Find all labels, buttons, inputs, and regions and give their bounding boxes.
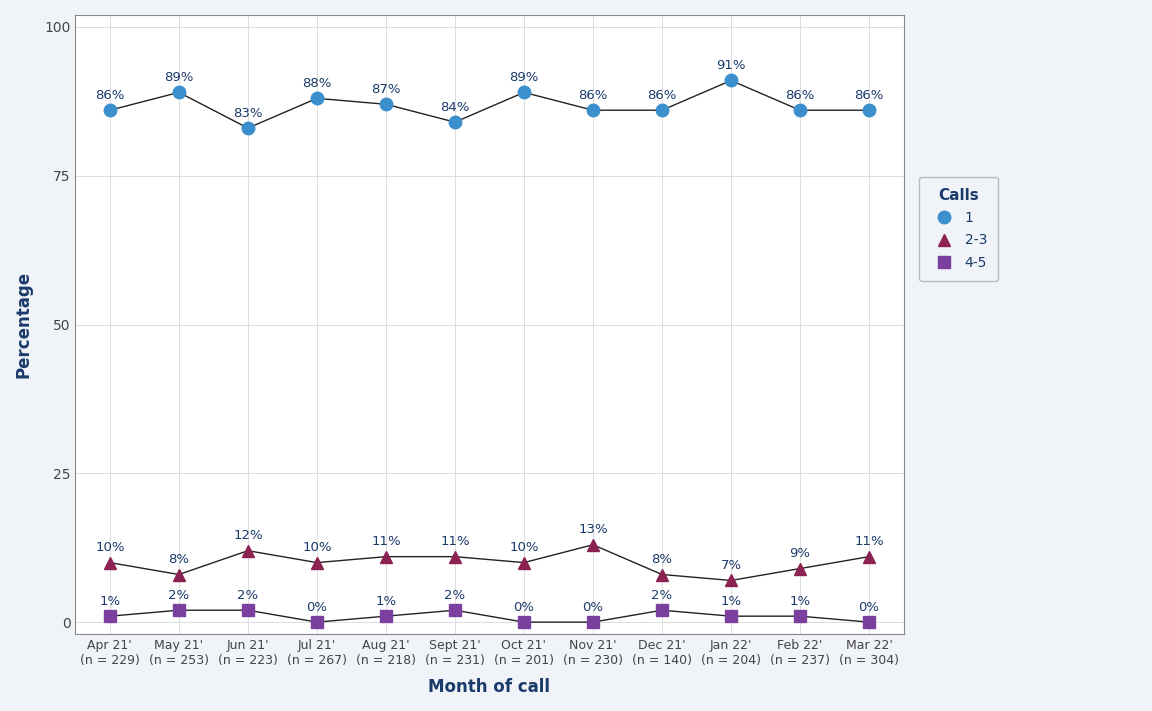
Text: 10%: 10% <box>302 541 332 555</box>
Text: 9%: 9% <box>789 547 811 560</box>
Text: 0%: 0% <box>306 601 327 614</box>
Text: 11%: 11% <box>440 535 470 548</box>
Text: 89%: 89% <box>165 71 194 84</box>
Text: 86%: 86% <box>96 89 124 102</box>
Text: 13%: 13% <box>578 523 608 536</box>
Legend: 1, 2-3, 4-5: 1, 2-3, 4-5 <box>919 177 998 281</box>
Text: 87%: 87% <box>371 83 401 96</box>
Text: 2%: 2% <box>445 589 465 602</box>
Text: 86%: 86% <box>786 89 814 102</box>
Text: 1%: 1% <box>99 595 121 608</box>
Text: 1%: 1% <box>720 595 742 608</box>
Text: 8%: 8% <box>652 553 673 566</box>
Text: 2%: 2% <box>237 589 258 602</box>
Text: 0%: 0% <box>858 601 880 614</box>
Text: 0%: 0% <box>514 601 535 614</box>
Text: 2%: 2% <box>651 589 673 602</box>
Text: 7%: 7% <box>720 559 742 572</box>
Text: 12%: 12% <box>233 530 263 542</box>
Text: 86%: 86% <box>647 89 676 102</box>
Y-axis label: Percentage: Percentage <box>15 271 33 378</box>
Text: 1%: 1% <box>789 595 811 608</box>
Text: 8%: 8% <box>168 553 189 566</box>
Text: 0%: 0% <box>583 601 604 614</box>
Text: 91%: 91% <box>717 59 745 72</box>
Text: 84%: 84% <box>440 101 470 114</box>
X-axis label: Month of call: Month of call <box>429 678 551 696</box>
Text: 86%: 86% <box>578 89 607 102</box>
Text: 10%: 10% <box>509 541 539 555</box>
Text: 89%: 89% <box>509 71 539 84</box>
Text: 11%: 11% <box>371 535 401 548</box>
Text: 10%: 10% <box>96 541 124 555</box>
Text: 88%: 88% <box>302 77 332 90</box>
Text: 83%: 83% <box>233 107 263 119</box>
Text: 1%: 1% <box>376 595 396 608</box>
Text: 11%: 11% <box>855 535 884 548</box>
Text: 86%: 86% <box>855 89 884 102</box>
Text: 2%: 2% <box>168 589 189 602</box>
